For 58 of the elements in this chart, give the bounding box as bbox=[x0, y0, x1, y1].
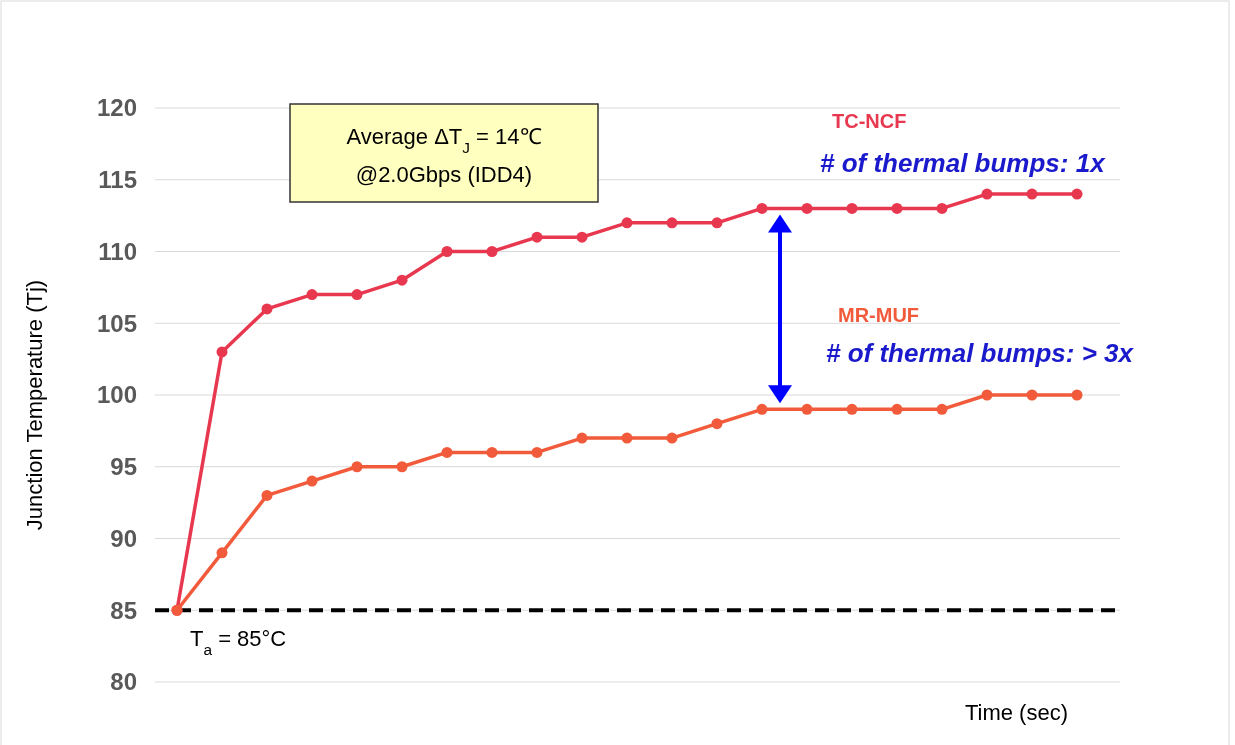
y-tick-label: 95 bbox=[110, 453, 137, 481]
point bbox=[216, 346, 228, 358]
point bbox=[666, 217, 678, 229]
point bbox=[666, 432, 678, 444]
point bbox=[621, 217, 633, 229]
point bbox=[216, 547, 228, 559]
point bbox=[756, 403, 768, 415]
point bbox=[261, 489, 273, 501]
point bbox=[306, 475, 318, 487]
point bbox=[846, 202, 858, 214]
y-axis-title: Junction Temperature (Tj) bbox=[22, 279, 47, 531]
point bbox=[936, 202, 948, 214]
y-tick-label: 85 bbox=[110, 596, 137, 624]
point bbox=[1026, 389, 1038, 401]
point bbox=[531, 231, 543, 243]
point bbox=[396, 461, 408, 473]
y-tick-label: 115 bbox=[98, 166, 137, 194]
point bbox=[396, 274, 408, 286]
point bbox=[441, 446, 453, 458]
point bbox=[891, 202, 903, 214]
point bbox=[891, 403, 903, 415]
point bbox=[1071, 188, 1083, 200]
point bbox=[981, 188, 993, 200]
point bbox=[486, 446, 498, 458]
point bbox=[711, 418, 723, 430]
point bbox=[351, 289, 363, 301]
point bbox=[981, 389, 993, 401]
point bbox=[261, 303, 273, 315]
point bbox=[801, 403, 813, 415]
y-tick-label: 110 bbox=[98, 237, 137, 265]
point bbox=[306, 289, 318, 301]
point bbox=[576, 432, 588, 444]
point bbox=[351, 461, 363, 473]
point bbox=[1071, 389, 1083, 401]
y-tick-label: 120 bbox=[96, 94, 137, 122]
y-tick-label: 80 bbox=[110, 668, 137, 696]
point bbox=[936, 403, 948, 415]
point bbox=[576, 231, 588, 243]
text: MR-MUF bbox=[838, 304, 920, 326]
point bbox=[846, 403, 858, 415]
annotation: # of thermal bumps: 1x bbox=[820, 148, 1107, 178]
point bbox=[756, 202, 768, 214]
x-axis-title: Time (sec) bbox=[964, 700, 1068, 725]
y-tick-label: 100 bbox=[96, 381, 137, 409]
y-tick-label: 90 bbox=[110, 524, 137, 552]
point bbox=[621, 432, 633, 444]
point bbox=[1026, 188, 1038, 200]
ref-line-label: T$_{a}$ = 85°C bbox=[190, 626, 287, 658]
text: TC-NCF bbox=[832, 110, 907, 132]
annotation: # of thermal bumps: > 3x bbox=[826, 338, 1135, 368]
point bbox=[711, 217, 723, 229]
annotation: Average ΔT$_{J}$ = 14℃ bbox=[346, 124, 542, 156]
point bbox=[441, 246, 453, 257]
point bbox=[531, 446, 543, 458]
point bbox=[486, 246, 498, 257]
y-tick-label: 105 bbox=[96, 309, 137, 337]
annotation: @2.0Gbps (IDD4) bbox=[355, 162, 533, 187]
point bbox=[801, 202, 813, 214]
